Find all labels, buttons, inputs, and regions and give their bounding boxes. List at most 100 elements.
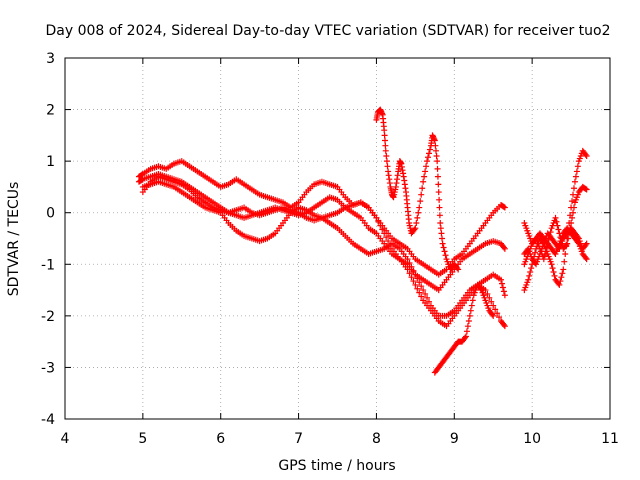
- data-point: [500, 321, 507, 328]
- data-point: [417, 198, 424, 205]
- data-point: [501, 323, 508, 330]
- data-point: [563, 241, 570, 248]
- data-point: [381, 132, 388, 139]
- data-point: [570, 185, 577, 192]
- data-point: [420, 287, 427, 294]
- data-point: [440, 244, 447, 251]
- chart-title: Day 008 of 2024, Sidereal Day-to-day VTE…: [45, 23, 610, 39]
- data-point: [465, 318, 472, 325]
- data-point: [422, 168, 429, 175]
- data-point: [413, 220, 420, 227]
- data-point: [383, 234, 390, 241]
- data-point: [492, 306, 499, 313]
- data-point: [381, 230, 388, 237]
- data-point: [553, 218, 560, 225]
- data-point: [425, 154, 432, 161]
- data-point: [583, 240, 590, 247]
- data-point: [572, 173, 579, 180]
- x-tick-label: 5: [138, 431, 147, 447]
- data-point: [573, 168, 580, 175]
- data-point: [377, 222, 384, 229]
- data-point: [382, 147, 389, 154]
- x-axis-label: GPS time / hours: [278, 458, 395, 474]
- data-point: [574, 163, 581, 170]
- data-point: [381, 137, 388, 144]
- data-point: [557, 278, 564, 285]
- data-point: [138, 176, 145, 183]
- data-point: [484, 290, 491, 297]
- data-point: [434, 158, 441, 165]
- data-point: [416, 289, 423, 296]
- data-point: [408, 263, 415, 270]
- data-point: [383, 158, 390, 165]
- data-point: [558, 274, 565, 281]
- data-point: [434, 165, 441, 172]
- data-point: [408, 274, 415, 281]
- data-point: [412, 225, 419, 232]
- data-point: [574, 234, 581, 241]
- data-point: [463, 328, 470, 335]
- data-point: [582, 254, 589, 261]
- data-point: [551, 272, 558, 279]
- x-tick-label: 10: [523, 431, 541, 447]
- data-point: [561, 258, 568, 265]
- data-point: [418, 283, 425, 290]
- data-point: [425, 298, 432, 305]
- data-point: [499, 284, 506, 291]
- data-point: [423, 163, 430, 170]
- y-tick-label: -2: [41, 309, 55, 325]
- series-track-4: [139, 173, 508, 330]
- data-point: [381, 127, 388, 134]
- data-point: [550, 269, 557, 276]
- data-point: [528, 265, 535, 272]
- data-point: [555, 226, 562, 233]
- data-point: [541, 252, 548, 259]
- data-point: [422, 290, 429, 297]
- data-point: [568, 220, 575, 227]
- data-point: [569, 214, 576, 221]
- data-point: [543, 244, 550, 251]
- data-point: [488, 298, 495, 305]
- data-point: [437, 220, 444, 227]
- data-point: [582, 185, 589, 192]
- data-point: [489, 311, 496, 318]
- data-point: [469, 297, 476, 304]
- data-point: [554, 222, 561, 229]
- data-point: [426, 146, 433, 153]
- data-point: [569, 198, 576, 205]
- y-tick-label: 1: [46, 154, 55, 170]
- axis-ticks: 4 5 6 7 8 9 10 11 -4 -3 -2 -1 0 1 2 3: [41, 51, 619, 447]
- data-point: [387, 241, 394, 248]
- series-track-5: [373, 106, 462, 273]
- data-point: [467, 307, 474, 314]
- data-point: [414, 285, 421, 292]
- data-point: [500, 288, 507, 295]
- data-point: [404, 266, 411, 273]
- x-tick-label: 11: [601, 431, 619, 447]
- data-point: [415, 209, 422, 216]
- y-tick-label: 3: [46, 51, 55, 67]
- data-point: [582, 241, 589, 248]
- data-point: [435, 181, 442, 188]
- data-point: [466, 312, 473, 319]
- data-point: [526, 272, 533, 279]
- data-point: [441, 248, 448, 255]
- data-point: [500, 203, 507, 210]
- data-point: [454, 265, 461, 272]
- y-axis-label: SDTVAR / TECUs: [6, 182, 22, 297]
- data-point: [373, 214, 380, 221]
- data-point: [532, 249, 539, 256]
- data-point: [414, 214, 421, 221]
- data-point: [425, 150, 432, 157]
- data-point: [406, 259, 413, 266]
- data-point: [421, 173, 428, 180]
- data-point: [548, 261, 555, 268]
- data-point: [412, 271, 419, 278]
- data-point: [464, 323, 471, 330]
- data-point: [549, 265, 556, 272]
- data-point: [414, 275, 421, 282]
- data-point: [501, 245, 508, 252]
- data-point: [490, 312, 497, 319]
- data-point: [404, 256, 411, 263]
- data-point: [559, 270, 566, 277]
